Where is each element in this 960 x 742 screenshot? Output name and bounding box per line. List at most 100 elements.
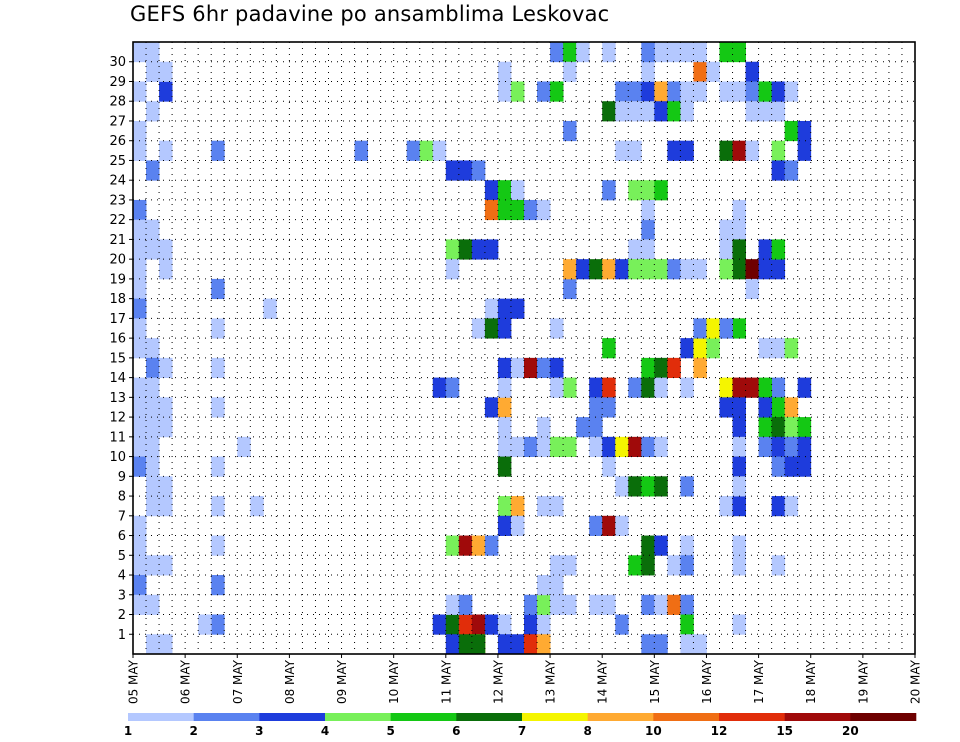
heat-cell [615, 101, 629, 122]
legend-label: 7 [518, 724, 526, 738]
heat-cell [641, 42, 655, 63]
y-tick-label: 13 [109, 391, 126, 406]
heat-cell [146, 634, 160, 655]
heat-cell [133, 417, 147, 438]
legend-label: 15 [776, 724, 793, 738]
heat-cell [693, 338, 707, 359]
heat-cell [641, 357, 655, 379]
heat-cell [719, 259, 733, 280]
heat-cell [615, 81, 629, 102]
heat-cell [719, 140, 733, 161]
heat-cell [146, 555, 160, 576]
heat-cell [589, 417, 603, 438]
heat-cell [510, 180, 525, 201]
ticks-layer: 1234567891011121314151617181920212223242… [109, 55, 922, 704]
legend-swatch [719, 713, 785, 721]
x-tick-label: 12 MAY [491, 659, 505, 704]
heat-cell [680, 476, 694, 497]
heat-cell [784, 338, 799, 359]
heat-cell [445, 377, 460, 398]
heat-cell [550, 436, 564, 457]
y-tick-label: 27 [109, 114, 126, 129]
heat-cell [146, 476, 160, 497]
heat-cell [524, 199, 538, 221]
heat-cell [550, 81, 564, 102]
heat-cell [146, 338, 160, 359]
heat-cell [641, 61, 655, 82]
heat-cell [758, 259, 773, 280]
y-tick-label: 2 [118, 608, 126, 623]
heat-cell [497, 456, 512, 477]
y-tick-label: 14 [109, 371, 126, 386]
heat-cell [146, 239, 160, 260]
heat-cell [667, 42, 681, 63]
heat-cell [732, 81, 746, 102]
heat-cell [537, 436, 551, 457]
heat-cell [732, 456, 746, 477]
heat-cell [445, 634, 460, 655]
heat-cell [537, 81, 551, 102]
y-tick-label: 12 [109, 411, 126, 426]
heat-cell [641, 81, 655, 102]
heat-cell [693, 42, 707, 63]
heat-cell [719, 81, 733, 102]
heat-cell [615, 436, 629, 457]
heat-cell [471, 160, 486, 181]
heat-cell [537, 594, 551, 615]
heat-cell [211, 397, 225, 418]
legend-label: 8 [583, 724, 591, 738]
y-tick-label: 10 [109, 450, 126, 465]
heat-cell [628, 476, 642, 497]
heat-cell [732, 259, 746, 280]
y-tick-label: 29 [109, 75, 126, 90]
heat-cell [510, 634, 525, 655]
heat-cell [146, 101, 160, 122]
heat-cell [732, 555, 746, 576]
heat-cell [615, 140, 629, 161]
heat-cell [471, 634, 486, 655]
heat-cell [732, 535, 746, 556]
heat-cell [628, 377, 642, 398]
heat-cell [432, 614, 447, 635]
y-tick-label: 16 [109, 332, 126, 347]
heat-cell [615, 476, 629, 497]
heat-cell [771, 81, 786, 102]
heat-cell [771, 101, 786, 122]
heat-cell [524, 594, 538, 615]
heat-cell [563, 377, 577, 398]
heat-cell [159, 555, 173, 576]
heat-cell [484, 614, 499, 635]
heat-cell [615, 259, 629, 280]
heat-cell [771, 259, 786, 280]
y-tick-label: 28 [109, 95, 126, 110]
heat-cell [211, 575, 225, 596]
heat-cell [510, 436, 525, 457]
heat-cell [602, 456, 616, 477]
heat-cell [563, 120, 577, 142]
heat-cell [133, 120, 147, 142]
heat-cell [133, 555, 147, 576]
heat-cell [524, 436, 538, 457]
heat-cell [133, 239, 147, 260]
heat-cell [771, 397, 786, 418]
heat-cell [589, 515, 603, 536]
heat-cell [667, 81, 681, 102]
heat-cell [445, 160, 460, 181]
heat-cell [732, 219, 746, 240]
heat-cell [680, 555, 694, 576]
x-tick-label: 16 MAY [700, 659, 714, 704]
legend-swatch [522, 713, 588, 721]
heat-cell [445, 594, 460, 615]
heat-cell [510, 515, 525, 536]
heat-cell [159, 61, 173, 82]
heat-cell [641, 594, 655, 615]
y-tick-label: 18 [109, 292, 126, 307]
heat-cell [484, 397, 499, 418]
heat-cell [693, 357, 707, 379]
heat-cell [510, 496, 525, 517]
heat-cell [641, 219, 655, 240]
heat-cell [497, 634, 512, 655]
legend-swatch [325, 713, 391, 721]
y-tick-label: 23 [109, 193, 126, 208]
heat-cell [550, 377, 564, 398]
